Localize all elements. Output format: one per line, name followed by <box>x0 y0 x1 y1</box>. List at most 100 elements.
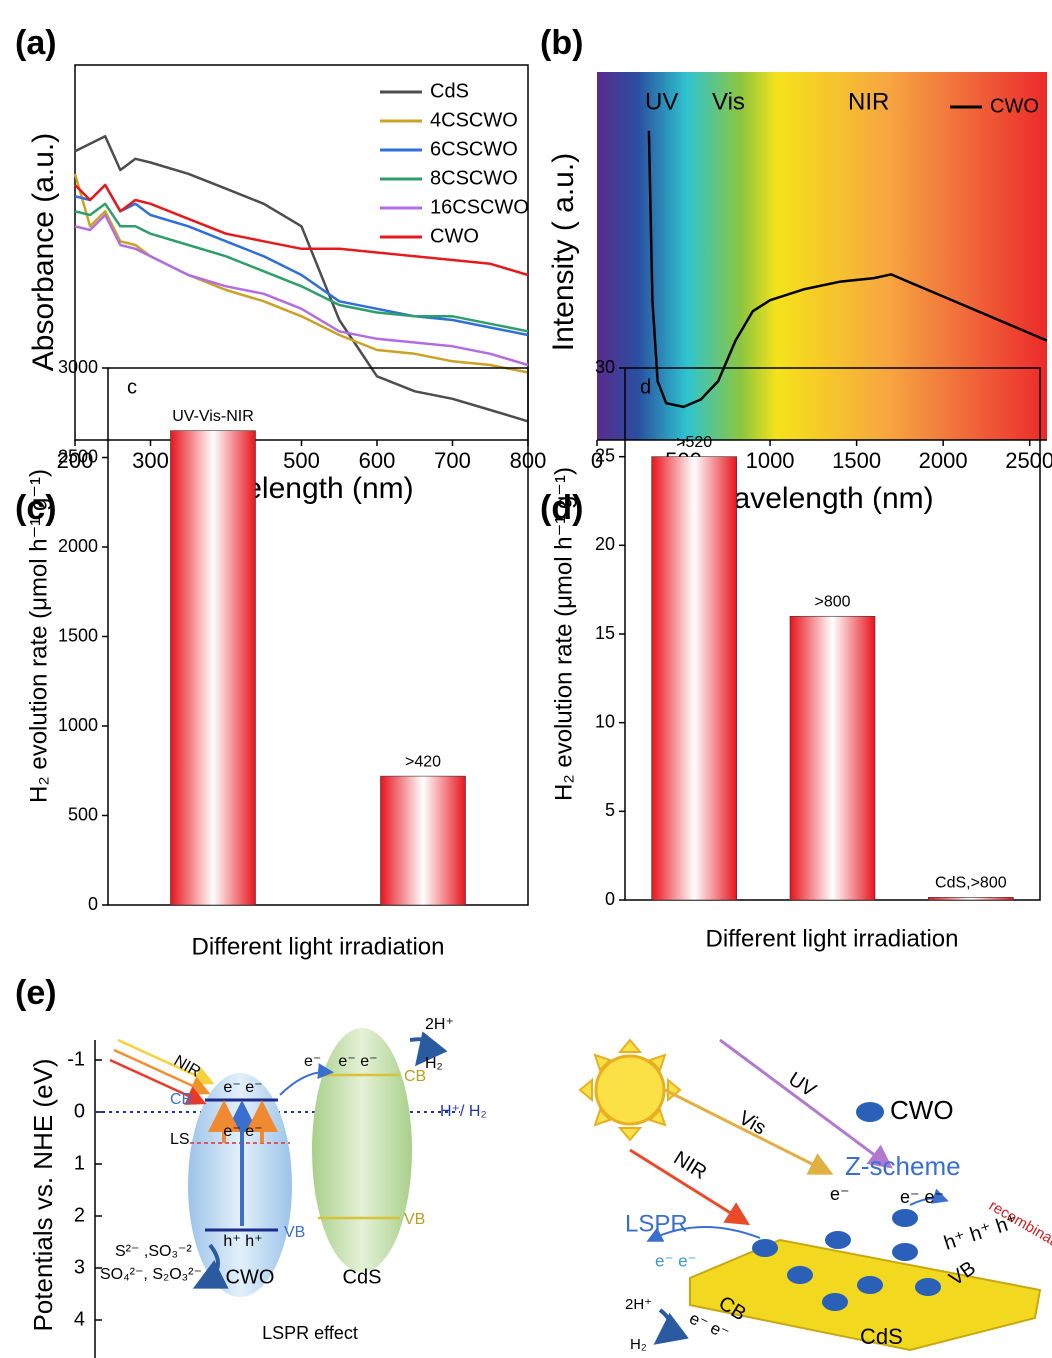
panel-label: (d) <box>540 489 583 527</box>
bar <box>928 897 1014 901</box>
label: H₂ <box>630 1336 647 1353</box>
y-tick-label: 4 <box>74 1308 85 1330</box>
y-tick-label: 2500 <box>58 446 98 466</box>
panel-label: (c) <box>15 489 57 527</box>
lspr-arrow <box>646 1226 761 1242</box>
y-tick-label: 0 <box>605 889 615 909</box>
label: VB <box>404 1211 425 1228</box>
legend-label: CWO <box>890 1095 954 1125</box>
label: H₂ <box>425 1055 443 1072</box>
label: e⁻ <box>830 1184 850 1204</box>
bar <box>380 775 466 906</box>
label: LS <box>170 1131 190 1148</box>
label: CB <box>404 1068 426 1085</box>
label: e⁻ e⁻ <box>223 1079 262 1096</box>
label: e⁻ <box>304 1053 321 1070</box>
line-series <box>74 202 529 333</box>
y-tick-label: 3 <box>74 1256 85 1278</box>
panel-label: (a) <box>15 24 57 62</box>
x-tick-label: 0 <box>591 448 603 473</box>
category-label: >800 <box>814 593 850 610</box>
spectrum-background <box>597 72 1047 440</box>
annotation: UV <box>645 88 678 115</box>
line-series <box>74 135 529 423</box>
label: 2H⁺ <box>425 1016 454 1033</box>
category-label: >420 <box>405 753 441 770</box>
x-axis-label: Different light irradiation <box>705 925 958 952</box>
label: Vis <box>735 1107 770 1140</box>
x-axis-label: Different light irradiation <box>191 933 444 960</box>
h2-arrow <box>653 1308 689 1345</box>
category-label: >520 <box>676 434 712 451</box>
label: LSPR <box>625 1210 688 1237</box>
cds-plate <box>689 1238 1042 1352</box>
line-series <box>73 173 529 374</box>
y-tick-label: 500 <box>68 804 98 824</box>
vis-ray <box>664 1088 834 1175</box>
y-tick-label: 2 <box>74 1204 85 1226</box>
bar <box>170 430 256 906</box>
y-tick-label: 30 <box>595 357 615 377</box>
x-tick-label: 300 <box>132 448 169 473</box>
label: S²⁻ ,SO₃⁻² <box>115 1243 192 1260</box>
y-tick-label: 25 <box>595 445 615 465</box>
nir-ray <box>629 1148 751 1226</box>
label: SO₄²⁻, S₂O₃²⁻ <box>100 1266 202 1283</box>
nir-ray <box>113 1048 211 1095</box>
label: CB <box>170 1091 192 1108</box>
legend-label: CWO <box>990 95 1039 117</box>
y-axis-label: Potentials vs. NHE (eV) <box>28 1058 58 1331</box>
legend-label: CWO <box>430 225 479 247</box>
y-tick-label: 10 <box>595 711 615 731</box>
bar <box>651 456 737 901</box>
y-tick-label: -1 <box>67 1048 85 1070</box>
label: CWO <box>226 1266 275 1288</box>
y-tick-label: 0 <box>88 894 98 914</box>
annotation: d <box>640 376 651 398</box>
y-tick-label: 1 <box>74 1152 85 1174</box>
ticks: -1 0 1 2 3 4 <box>67 1048 102 1330</box>
recombination-arrow <box>909 1188 949 1206</box>
y-tick-label: 0 <box>74 1100 85 1122</box>
nir-ray <box>109 1058 207 1105</box>
y-tick-label: 1000 <box>58 715 98 735</box>
legend-label: 8CSCWO <box>430 167 518 189</box>
y-axis-label: Intensity ( a.u.) <box>547 153 580 351</box>
y-tick-label: 5 <box>605 800 615 820</box>
label: Z-scheme <box>845 1151 961 1181</box>
y-tick-label: 15 <box>595 623 615 643</box>
line-series <box>647 130 1048 409</box>
label: H⁺/ H₂ <box>440 1103 487 1120</box>
label: UV <box>784 1068 820 1102</box>
x-tick-label: 700 <box>434 448 471 473</box>
cwo-legend-mark <box>856 1102 884 1122</box>
x-tick-label: 600 <box>359 448 396 473</box>
label: CdS <box>860 1324 903 1349</box>
label: VB <box>284 1224 305 1241</box>
category-label: CdS,>800 <box>935 875 1007 892</box>
x-tick-label: 2500 <box>1005 448 1052 473</box>
label: h⁺ h⁺ h⁺ <box>941 1210 1020 1254</box>
y-tick-label: 3000 <box>58 357 98 377</box>
label: h⁺ h⁺ <box>223 1233 262 1250</box>
y-tick-label: 1500 <box>58 625 98 645</box>
label: e⁻ e⁻ <box>655 1251 697 1270</box>
legend-label: CdS <box>430 80 469 102</box>
x-tick-label: 500 <box>283 448 320 473</box>
sun <box>578 1038 682 1142</box>
x-tick-label: 2000 <box>919 448 968 473</box>
panel-label: (b) <box>540 24 583 62</box>
x-tick-label: 1000 <box>746 448 795 473</box>
label: 2H⁺ <box>625 1296 652 1313</box>
label: e⁻ e⁻ <box>223 1123 262 1140</box>
bar <box>789 615 876 901</box>
y-tick-label: 20 <box>595 534 615 554</box>
line-series <box>74 183 529 277</box>
caption: LSPR effect <box>262 1323 358 1343</box>
annotation: NIR <box>848 88 889 115</box>
z-scheme-illustration: CWO UV Vis NIR Z-scheme LSPR recombinati… <box>578 1038 1052 1353</box>
x-tick-label: 200 <box>57 448 94 473</box>
legend-label: 6CSCWO <box>430 138 518 160</box>
